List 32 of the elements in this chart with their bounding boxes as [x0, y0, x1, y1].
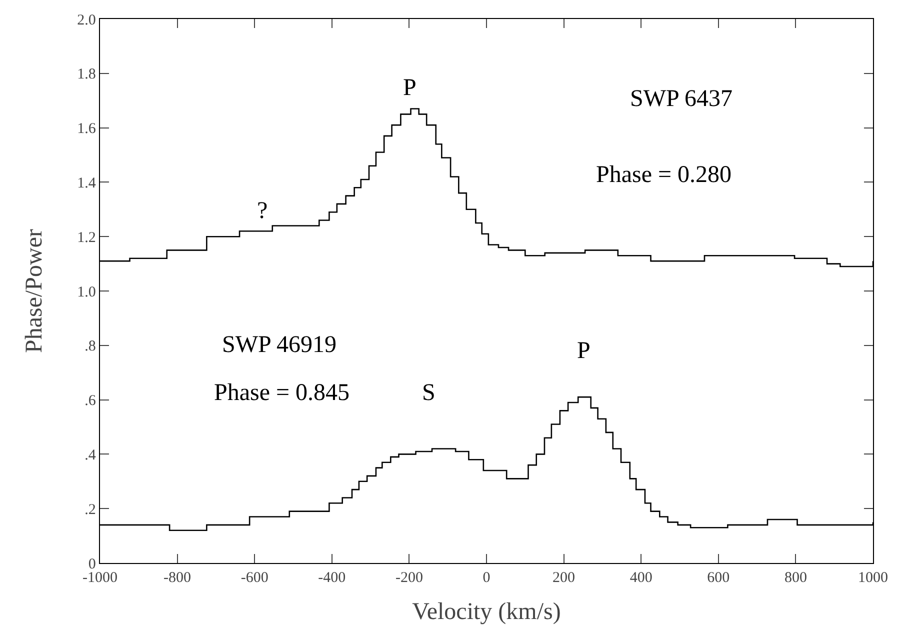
y-tick-label: 1.4 — [77, 175, 96, 192]
annotation: SWP 46919 — [222, 332, 336, 358]
y-tick-label: .8 — [84, 338, 96, 355]
annotation: Phase = 0.280 — [596, 162, 732, 188]
x-tick-label: -600 — [240, 570, 268, 586]
x-tick-label: -1000 — [82, 570, 118, 586]
annotation: S — [422, 380, 436, 406]
x-tick-label: 1000 — [858, 570, 888, 586]
x-tick-label: 800 — [784, 570, 807, 586]
annotation: ? — [257, 198, 268, 224]
x-tick-label: 600 — [707, 570, 730, 586]
x-tick-label: 200 — [552, 570, 576, 586]
y-tick-label: 0 — [88, 556, 96, 572]
annotation: SWP 6437 — [630, 86, 732, 112]
x-tick-label: 400 — [630, 570, 652, 586]
y-tick-label: 1.2 — [77, 230, 96, 246]
x-tick-label: 0 — [482, 570, 490, 586]
y-tick-label: 2.0 — [77, 12, 96, 28]
annotation: P — [403, 75, 416, 101]
x-tick-label: -200 — [395, 570, 423, 586]
annotation: Phase = 0.845 — [214, 380, 350, 406]
annotation: P — [577, 338, 590, 364]
x-axis-title: Velocity (km/s) — [412, 599, 561, 625]
x-tick-label: -800 — [164, 570, 192, 586]
y-tick-label: 1.6 — [77, 121, 96, 138]
y-axis-title: Phase/Power — [22, 229, 48, 353]
y-tick-label: .6 — [84, 393, 96, 410]
y-tick-label: 1.8 — [77, 66, 96, 83]
x-tick-label: -400 — [318, 570, 346, 586]
y-tick-label: .4 — [84, 447, 96, 464]
y-tick-label: 1.0 — [77, 284, 96, 300]
y-tick-label: .2 — [84, 502, 96, 518]
